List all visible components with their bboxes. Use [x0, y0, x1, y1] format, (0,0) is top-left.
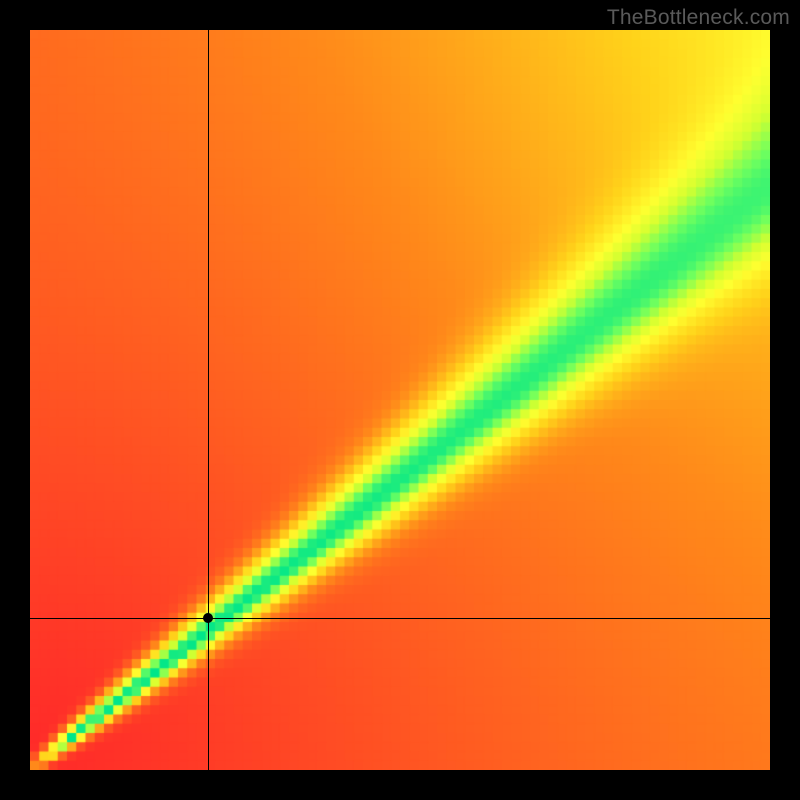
heatmap-canvas	[30, 30, 770, 770]
watermark-text: TheBottleneck.com	[607, 6, 790, 30]
crosshair-vertical	[208, 30, 209, 770]
marker-dot	[203, 613, 213, 623]
plot-area	[30, 30, 770, 770]
figure-container: TheBottleneck.com	[0, 0, 800, 800]
crosshair-horizontal	[30, 618, 770, 619]
